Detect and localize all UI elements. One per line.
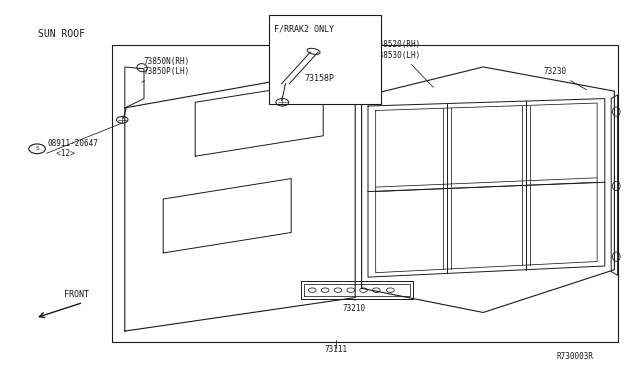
- Text: SUN ROOF: SUN ROOF: [38, 29, 85, 39]
- Text: 08911-20647
  <12>: 08911-20647 <12>: [47, 139, 98, 158]
- Text: 73111: 73111: [324, 344, 348, 353]
- Text: R730003R: R730003R: [557, 352, 594, 361]
- Text: 73158P: 73158P: [304, 74, 334, 83]
- Text: F/RRAK2 ONLY: F/RRAK2 ONLY: [274, 24, 334, 33]
- Bar: [269, 15, 381, 104]
- Text: 738520(RH)
738530(LH): 738520(RH) 738530(LH): [374, 40, 433, 87]
- Text: S: S: [35, 146, 39, 151]
- Text: 73230: 73230: [544, 67, 586, 90]
- Text: FRONT: FRONT: [64, 291, 89, 299]
- Text: 73850N(RH)
73850P(LH): 73850N(RH) 73850P(LH): [142, 57, 190, 82]
- Text: 73210: 73210: [342, 299, 365, 312]
